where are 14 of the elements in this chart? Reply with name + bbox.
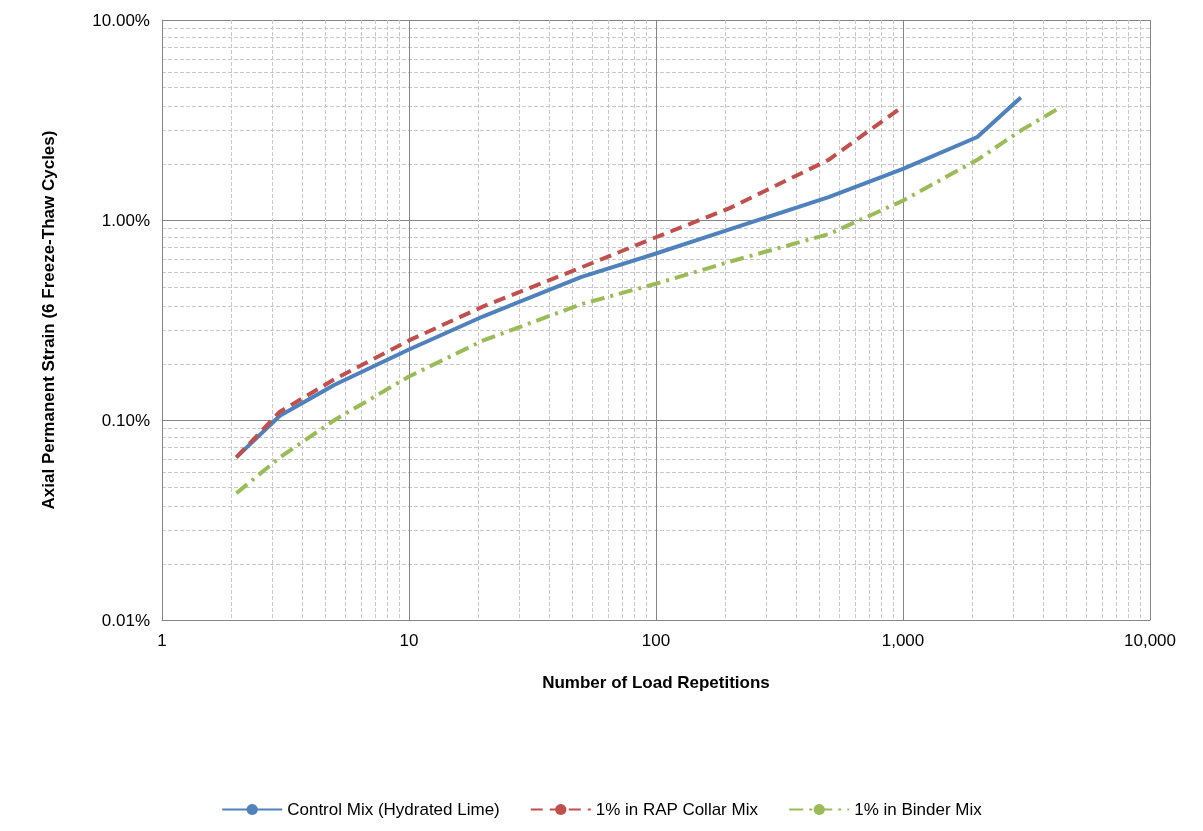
y-tick-label: 1.00% — [101, 210, 150, 230]
y-axis-title: Axial Permanent Strain (6 Freeze-Thaw Cycles) — [39, 130, 58, 510]
x-axis-title: Number of Load Repetitions — [542, 673, 770, 692]
y-tick-label: 0.01% — [101, 610, 150, 630]
x-tick-label: 1 — [157, 631, 167, 650]
y-tick-label: 10.00% — [92, 10, 150, 30]
x-tick-label: 10,000 — [1124, 631, 1176, 650]
legend-label: 1% in Binder Mix — [854, 800, 983, 819]
y-tick-label: 0.10% — [101, 410, 150, 430]
legend-label: Control Mix (Hydrated Lime) — [287, 800, 500, 819]
x-tick-label: 1,000 — [881, 631, 925, 650]
x-tick-label: 10 — [399, 631, 419, 650]
x-tick-label: 100 — [641, 631, 671, 650]
legend-label: 1% in RAP Collar Mix — [595, 800, 759, 819]
